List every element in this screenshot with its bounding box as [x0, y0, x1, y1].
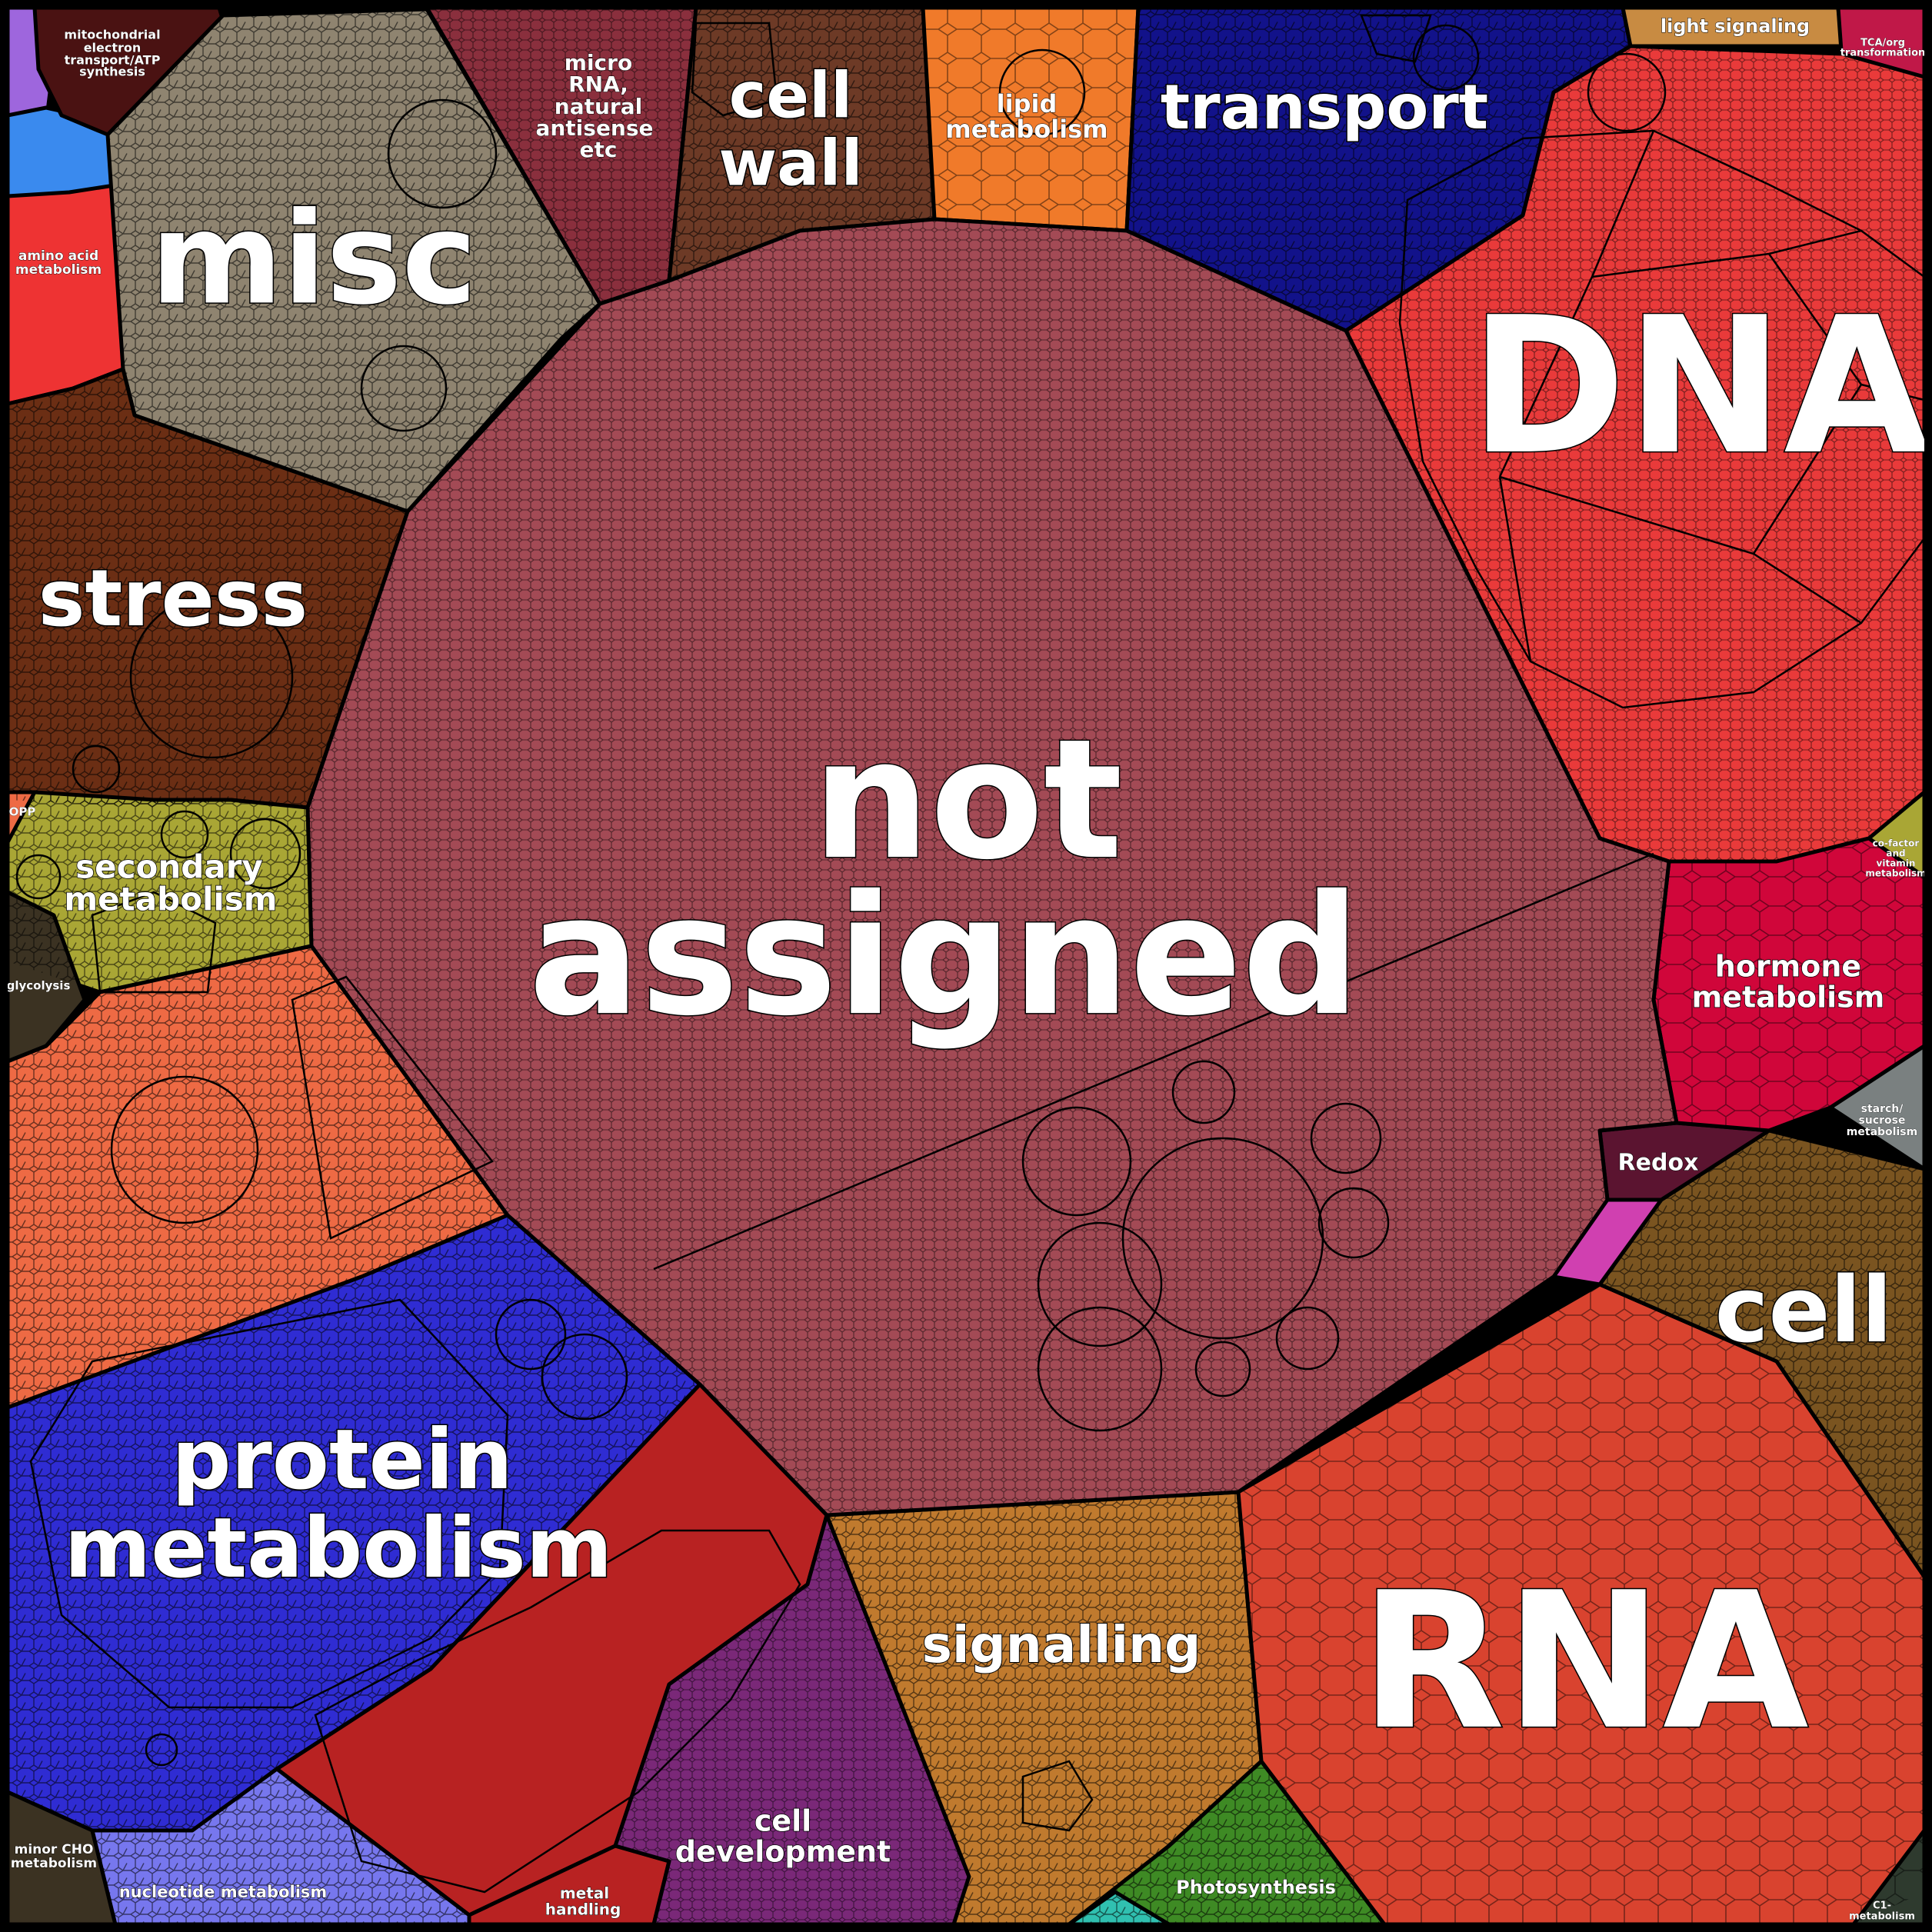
secondary-blob-2 — [160, 810, 209, 859]
label-c1-2: metabolism — [1849, 1911, 1915, 1923]
label-mito-1: mitochondrial — [64, 28, 160, 42]
label-protein-2: metabolism — [65, 1501, 613, 1597]
label-mito-4: synthesis — [79, 65, 145, 79]
label-protein-1: protein — [172, 1412, 513, 1508]
label-secondary-2: metabolism — [64, 881, 277, 918]
cell-wall-subcell — [691, 22, 778, 117]
stress-subcell-small — [72, 744, 121, 794]
label-amino-1: amino acid — [18, 248, 98, 264]
cell-texture — [8, 8, 1924, 1924]
label-rna: RNA — [1360, 1552, 1808, 1771]
not-assigned-lobe-1 — [1037, 1221, 1163, 1347]
not-assigned-lobe-6 — [1317, 1187, 1390, 1259]
label-metal-1: metal — [560, 1884, 609, 1903]
label-photosynthesis: Photosynthesis — [1176, 1877, 1336, 1898]
protein-blue-subcell — [29, 1298, 509, 1709]
protein-blob-3 — [145, 1733, 178, 1767]
label-tca-2: transformation — [1840, 48, 1926, 59]
transport-blob-2 — [1360, 14, 1432, 63]
label-opp: OPP — [9, 805, 36, 819]
label-not-assigned-1: not — [812, 703, 1123, 896]
label-signalling: signalling — [922, 1615, 1201, 1674]
label-starch-3: metabolism — [1847, 1126, 1917, 1138]
protein-blob-2 — [541, 1333, 628, 1421]
label-hormone-2: metabolism — [1692, 981, 1885, 1014]
secondary-blob-3 — [15, 854, 62, 900]
not-assigned-diagonal — [653, 852, 1654, 1271]
label-dna: DNA — [1470, 277, 1930, 496]
label-starch-2: sucrose — [1859, 1114, 1906, 1127]
label-microrna-1: micro — [565, 50, 632, 75]
not-assigned-lobe-3 — [1037, 1306, 1163, 1432]
stress-subcell — [129, 595, 294, 759]
protein-blob-1 — [495, 1298, 567, 1371]
label-amino-2: metabolism — [15, 262, 102, 278]
label-misc: misc — [151, 185, 478, 332]
label-transport: transport — [1161, 72, 1488, 143]
label-nucleotide: nucleotide metabolism — [119, 1883, 328, 1901]
label-cofactor-1: co-factor — [1873, 838, 1920, 849]
lipid-blob-1 — [998, 48, 1086, 136]
label-light-signaling: light signaling — [1661, 15, 1810, 37]
label-minor-cho-2: metabolism — [11, 1856, 97, 1871]
label-cell-dev-1: cell — [754, 1804, 811, 1838]
label-starch-1: starch/ — [1861, 1103, 1904, 1115]
label-mito-2: electron — [84, 41, 142, 55]
signalling-subcell — [1021, 1760, 1094, 1832]
label-lipid-1: lipid — [997, 89, 1058, 118]
not-assigned-lobe-8 — [1194, 1341, 1251, 1397]
not-assigned-lobe-7 — [1275, 1306, 1340, 1371]
not-assigned-lobe-2 — [1021, 1106, 1132, 1217]
not-assigned-lobe-4 — [1171, 1060, 1236, 1124]
label-stress: stress — [38, 553, 308, 645]
misc-blob-1 — [387, 98, 498, 209]
label-microrna-4: antisense — [535, 115, 653, 141]
protein-red-subcell — [314, 1529, 801, 1894]
label-microrna-5: etc — [580, 137, 618, 162]
secondary-blob-1 — [229, 818, 301, 890]
label-c1-1: C1- — [1873, 1900, 1891, 1912]
label-redox: Redox — [1618, 1150, 1699, 1177]
misc-blob-2 — [360, 345, 448, 432]
label-secondary-1: secondary — [75, 848, 263, 886]
label-not-assigned-2: assigned — [528, 859, 1360, 1052]
not-assigned-lobe-5 — [1310, 1102, 1382, 1174]
label-mito-3: transport/ATP — [65, 53, 161, 68]
label-cell: cell — [1715, 1257, 1893, 1363]
label-cofactor-2: and — [1886, 848, 1905, 859]
label-microrna-2: RNA, — [568, 72, 628, 97]
transport-blob-1 — [1412, 24, 1480, 92]
label-cell-wall-2: wall — [718, 127, 862, 200]
label-metal-2: handling — [545, 1900, 621, 1919]
label-cofactor-4: metabolism — [1865, 868, 1926, 879]
label-cell-dev-2: development — [675, 1835, 891, 1869]
label-microrna-3: natural — [555, 94, 642, 119]
dna-subcell-lines — [1498, 130, 1925, 662]
label-glycolysis: glycolysis — [7, 979, 71, 993]
secondary-olive — [91, 891, 217, 994]
label-hormone-1: hormone — [1715, 950, 1861, 984]
label-lipid-2: metabolism — [945, 115, 1108, 144]
label-tca-1: TCA/org — [1860, 38, 1905, 49]
label-minor-cho-1: minor CHO — [15, 1842, 94, 1857]
label-cofactor-3: vitamin — [1877, 858, 1916, 869]
orange-subcell-right — [291, 975, 494, 1240]
dna-blob-top — [1587, 52, 1667, 132]
region-amino-acid — [5, 182, 125, 406]
label-cell-wall-1: cell — [729, 59, 852, 132]
orange-subcell — [110, 1075, 259, 1224]
